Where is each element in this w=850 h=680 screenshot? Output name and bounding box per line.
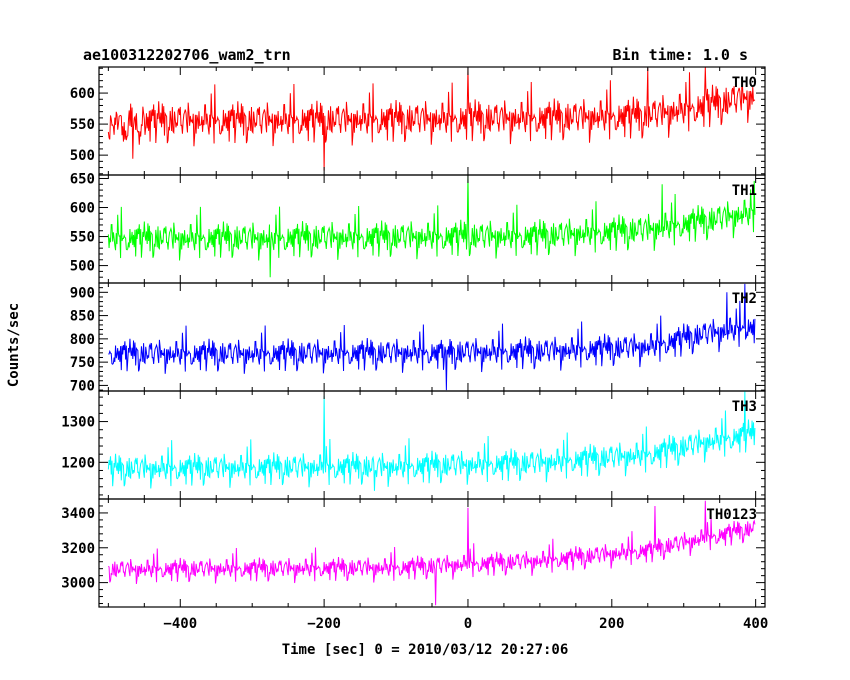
y-tick-label: 800 xyxy=(70,332,95,348)
panel-label: TH2 xyxy=(732,291,757,307)
y-tick-label: 550 xyxy=(70,117,95,133)
panel-th1: 500 550 600 650 TH1 xyxy=(70,171,766,284)
panel-frame xyxy=(98,174,766,284)
panel-label: TH0123 xyxy=(706,507,757,523)
y-tick-label: 900 xyxy=(70,285,95,301)
x-tick-label: 200 xyxy=(599,616,624,632)
series-line-th1 xyxy=(107,175,756,278)
panels-group: 500 550 600 TH0 500 550 600 650 TH1 700 750 800 850 9… xyxy=(61,66,766,608)
panel-label: TH0 xyxy=(732,75,757,91)
panel-label: TH1 xyxy=(732,183,757,199)
series-line-th2 xyxy=(108,283,756,391)
y-tick-label: 500 xyxy=(70,148,95,164)
y-tick-label: 3000 xyxy=(61,576,95,592)
chart-title: ae100312202706_wam2_trn xyxy=(83,46,291,64)
y-tick-label: 3200 xyxy=(61,541,95,557)
panel-frame xyxy=(98,390,766,500)
panel-label: TH3 xyxy=(732,399,757,415)
x-tick-label: −400 xyxy=(163,616,197,632)
y-tick-label: 1200 xyxy=(61,455,95,471)
panel-th0123: 3000 3200 3400 TH0123 xyxy=(61,498,766,608)
panel-frame xyxy=(98,282,766,392)
bin-time-label: Bin time: 1.0 s xyxy=(613,46,748,64)
panel-th3: 1200 1300 TH3 xyxy=(61,390,766,500)
series-line-th0 xyxy=(107,67,756,171)
series-line-th3 xyxy=(107,391,756,491)
x-tick-label: −200 xyxy=(307,616,341,632)
y-tick-label: 1300 xyxy=(61,415,95,431)
y-tick-label: 850 xyxy=(70,309,95,325)
y-tick-label: 600 xyxy=(70,201,95,217)
y-tick-label: 500 xyxy=(70,259,95,275)
y-tick-label: 600 xyxy=(70,86,95,102)
x-axis: −400 −200 0 200 400 xyxy=(163,616,768,632)
y-tick-label: 650 xyxy=(70,171,95,187)
y-tick-label: 700 xyxy=(70,378,95,394)
panel-th0: 500 550 600 TH0 xyxy=(70,66,766,176)
x-axis-label: Time [sec] 0 = 2010/03/12 20:27:06 xyxy=(282,642,569,658)
y-axis-label: Counts/sec xyxy=(6,303,22,387)
x-tick-label: 400 xyxy=(743,616,768,632)
panel-th2: 700 750 800 850 900 TH2 xyxy=(70,282,766,394)
x-tick-label: 0 xyxy=(464,616,472,632)
y-tick-label: 550 xyxy=(70,230,95,246)
series-line-th0123 xyxy=(107,500,756,606)
y-tick-label: 750 xyxy=(70,355,95,371)
y-tick-label: 3400 xyxy=(61,506,95,522)
